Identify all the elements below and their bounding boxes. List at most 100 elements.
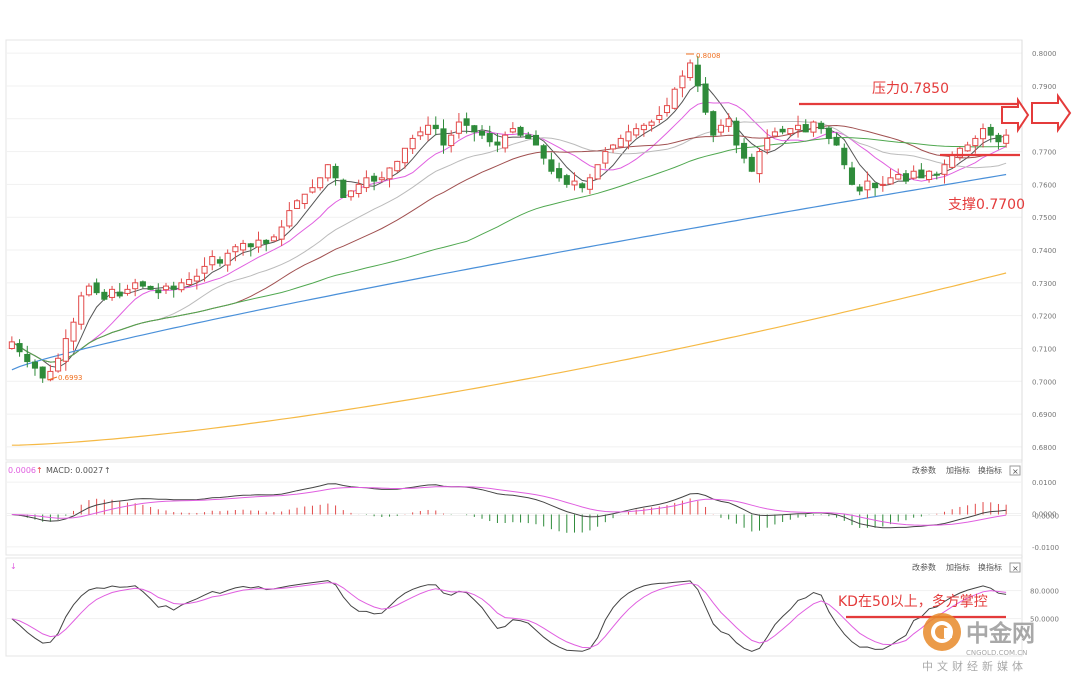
macd-tick-label: -0.0000	[1032, 512, 1059, 520]
candle	[610, 143, 617, 153]
kd-annotation: KD在50以上，多方掌控	[838, 593, 1006, 619]
candle	[540, 143, 547, 165]
candle	[263, 239, 270, 252]
kd-controls: 改参数 加指标 换指标 ×	[912, 562, 1021, 573]
candle	[717, 119, 725, 136]
candle	[324, 164, 331, 182]
candle	[848, 161, 856, 186]
macd-header: MACD: 0.0027	[46, 466, 103, 475]
candle	[656, 106, 663, 124]
candle	[109, 285, 116, 301]
candle	[401, 147, 408, 169]
candle	[964, 141, 971, 152]
candle	[8, 336, 15, 350]
macd-tick-label: 0.0100	[1032, 479, 1057, 487]
candle	[941, 159, 948, 184]
watermark-tagline: 中文财经新媒体	[922, 659, 1027, 673]
support-annotation: 支撑0.7700	[940, 153, 1025, 213]
candle	[733, 117, 740, 154]
candle	[278, 220, 285, 247]
kd-close-icon[interactable]: ×	[1012, 564, 1019, 573]
price-axis: 0.80000.79000.78000.77000.76000.75000.74…	[1032, 50, 1057, 452]
kd-add-indicator-button[interactable]: 加指标	[946, 562, 970, 572]
candle	[910, 165, 917, 180]
candle	[93, 278, 100, 295]
price-tick-label: 0.8000	[1032, 50, 1057, 58]
kd-axis: 80.0000 50.0000	[1030, 588, 1059, 624]
ma5-line	[11, 83, 1007, 369]
kd-annotation-label: KD在50以上，多方掌控	[838, 593, 988, 610]
candle	[293, 199, 301, 209]
candle	[794, 115, 802, 138]
ma120-line	[11, 173, 1007, 371]
candle	[741, 138, 748, 164]
candle	[987, 123, 994, 143]
candle	[818, 120, 825, 134]
k-line	[11, 580, 1007, 652]
macd-value: 0.0006	[8, 466, 36, 475]
candle	[139, 280, 146, 289]
candle	[193, 268, 200, 290]
candle	[85, 283, 92, 297]
candle	[879, 176, 886, 192]
macd-histogram	[19, 498, 1007, 533]
macd-switch-indicator-button[interactable]: 换指标	[978, 465, 1002, 475]
candle	[702, 77, 709, 115]
candle	[918, 163, 925, 179]
candle	[633, 123, 640, 138]
candle	[856, 184, 863, 196]
candle	[594, 164, 601, 180]
candle	[671, 87, 678, 110]
candle	[371, 172, 378, 191]
candle	[440, 119, 447, 154]
price-tick-label: 0.6800	[1032, 444, 1057, 452]
macd-params-button[interactable]: 改参数	[912, 465, 936, 475]
candle	[478, 125, 486, 140]
candle	[62, 329, 69, 371]
price-tick-label: 0.7000	[1032, 378, 1057, 386]
candle	[16, 339, 23, 357]
up-arrow-icon: ↑	[36, 466, 43, 475]
candle	[764, 129, 771, 155]
macd-tick-label: 0.0000	[1032, 511, 1057, 519]
candle	[841, 143, 848, 170]
watermark-url: CNGOLD.COM.CN	[966, 649, 1027, 657]
candle	[956, 146, 963, 161]
price-tick-label: 0.7900	[1032, 83, 1057, 91]
candle	[979, 123, 987, 148]
candle	[771, 127, 778, 137]
candle	[116, 283, 123, 299]
candle	[602, 147, 609, 169]
candlesticks	[8, 56, 1010, 383]
candle	[301, 193, 308, 209]
macd-add-indicator-button[interactable]: 加指标	[946, 465, 970, 475]
low-marker: 0.6993	[58, 374, 83, 382]
kd-switch-indicator-button[interactable]: 换指标	[978, 562, 1002, 572]
candle	[132, 278, 139, 297]
candle	[725, 113, 732, 132]
main-panel: 0.80000.79000.78000.77000.76000.75000.74…	[5, 39, 1072, 656]
watermark: 中金网 CNGOLD.COM.CN 中文财经新媒体	[922, 613, 1035, 673]
kd-tick-label: 50.0000	[1030, 616, 1059, 624]
candle	[386, 167, 393, 188]
ma10-line	[11, 101, 1007, 363]
candle	[579, 182, 586, 193]
candle	[448, 130, 455, 153]
right-arrow-icon	[1001, 96, 1030, 134]
candle	[332, 163, 339, 186]
candle	[209, 250, 216, 271]
candle	[317, 177, 324, 191]
macd-close-icon[interactable]: ×	[1012, 467, 1019, 476]
candle	[779, 125, 786, 135]
candle	[347, 190, 355, 201]
ma60-line	[11, 136, 1007, 363]
candle	[78, 291, 85, 330]
candle	[802, 119, 809, 133]
candle	[563, 173, 570, 188]
ma250-line	[11, 272, 1007, 446]
candle	[756, 147, 763, 183]
candle	[355, 179, 362, 198]
kd-params-button[interactable]: 改参数	[912, 562, 936, 572]
candle	[502, 131, 509, 153]
